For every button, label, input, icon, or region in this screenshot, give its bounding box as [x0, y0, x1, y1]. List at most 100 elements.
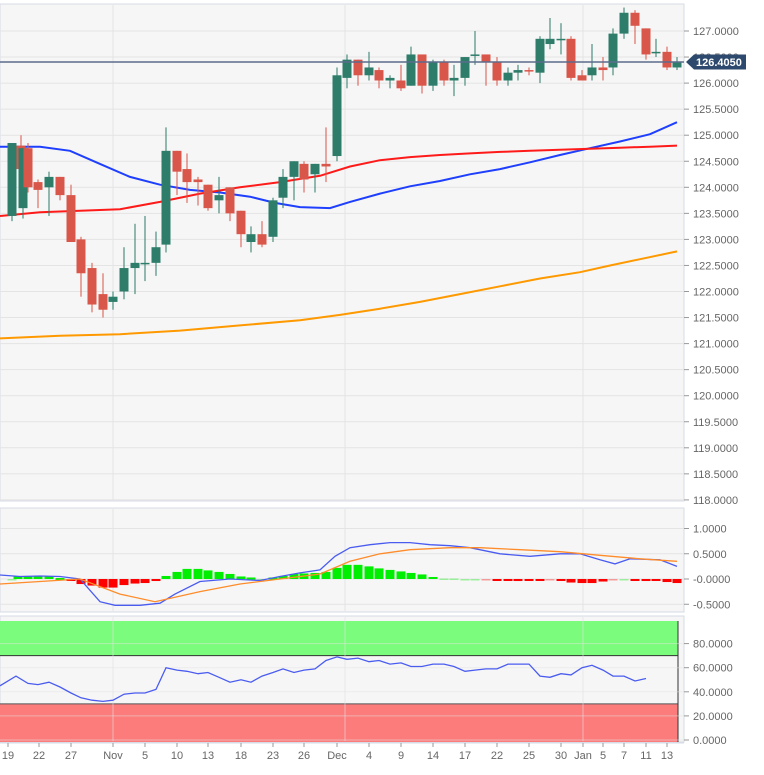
y-tick-label: 125.0000: [693, 130, 739, 142]
macd-bar: [214, 571, 224, 579]
x-tick-label: 13: [202, 750, 214, 762]
macd-histogram: [7, 564, 682, 588]
x-tick-label: 26: [298, 750, 310, 762]
y-tick-label: 122.5000: [693, 260, 739, 272]
candle: [268, 200, 278, 237]
candle: [193, 179, 203, 183]
macd-bar: [310, 572, 320, 579]
ma-line: [0, 121, 678, 210]
y-tick-label: 118.5000: [693, 469, 738, 481]
x-axis: 19 22 27 Nov 5 10 13 18 23 26 Dec 4 9 14 17 22 25 30 Jan 5 7…: [0, 742, 684, 762]
y-tick-label: 123.0000: [693, 234, 739, 246]
y-tick-label: 124.5000: [693, 156, 739, 168]
macd-bar: [55, 577, 65, 580]
x-tick-label: 14: [427, 750, 439, 762]
candle: [33, 182, 43, 190]
macd-bar: [119, 579, 129, 586]
candle: [641, 28, 651, 55]
macd-bar: [439, 578, 449, 580]
macd-lines: [0, 541, 678, 606]
candle: [492, 62, 502, 81]
y-tick-label: 127.0000: [693, 26, 739, 38]
candle: [108, 296, 118, 302]
macd-bar: [364, 566, 374, 579]
macd-tick-label: -0.0000: [693, 574, 730, 586]
x-tick-label: 7: [621, 750, 627, 762]
macd-bar: [470, 579, 480, 581]
candle: [76, 239, 86, 274]
candle: [7, 143, 17, 216]
macd-bar: [662, 579, 672, 583]
macd-bar: [44, 576, 54, 579]
rsi-overbought-zone: [0, 621, 678, 656]
candle: [513, 70, 523, 73]
x-tick-label: Jan: [574, 750, 592, 762]
x-tick-label: 17: [459, 750, 471, 762]
macd-bar: [7, 579, 17, 581]
candle: [662, 51, 672, 68]
rsi-gridlines: [0, 617, 684, 741]
macd-bar: [278, 575, 288, 579]
macd-bar: [524, 579, 534, 581]
candle: [98, 294, 108, 310]
y-tick-label: 120.5000: [693, 365, 739, 377]
macd-bar: [385, 569, 395, 579]
candle: [225, 187, 235, 214]
macd-bar: [535, 579, 545, 581]
candle: [214, 195, 224, 201]
macd-bar: [289, 573, 299, 579]
y-tick-label: 121.0000: [693, 339, 739, 351]
macd-panel[interactable]: 1.0000 0.5000 -0.0000 -0.5000: [0, 507, 730, 613]
macd-tick-label: -0.5000: [693, 599, 730, 611]
candle: [332, 75, 342, 157]
x-tick-label: 30: [555, 750, 567, 762]
y-tick-label: 120.0000: [693, 391, 739, 403]
macd-bar: [503, 579, 513, 581]
candle: [439, 62, 449, 81]
macd-bar: [98, 579, 108, 588]
macd-bar: [161, 575, 171, 579]
macd-bar: [225, 573, 235, 579]
macd-bar: [406, 572, 416, 579]
candle: [417, 54, 427, 86]
rsi-tick-label: 40.0000: [693, 687, 733, 699]
macd-bar: [587, 579, 597, 584]
candle: [503, 72, 513, 81]
y-tick-label: 124.0000: [693, 182, 739, 194]
candle: [481, 54, 491, 63]
candle: [23, 148, 33, 188]
macd-bar: [566, 579, 576, 583]
candle: [289, 161, 299, 177]
x-tick-label: 10: [171, 750, 183, 762]
macd-bar: [13, 575, 23, 579]
y-tick-label: 126.0000: [693, 78, 739, 90]
candle: [428, 62, 438, 86]
y-tick-label: 119.0000: [693, 443, 738, 455]
macd-bar: [108, 579, 118, 588]
candle: [672, 62, 682, 68]
y-tick-label: 123.5000: [693, 208, 739, 220]
macd-bar: [332, 567, 342, 579]
price-panel[interactable]: 127.0000126.5000126.0000125.5000125.0000…: [0, 3, 746, 507]
rsi-line: [0, 656, 647, 703]
candle: [161, 150, 171, 245]
macd-bar: [140, 579, 150, 584]
x-tick-label: 18: [235, 750, 247, 762]
macd-bar: [87, 579, 97, 586]
macd-bar: [577, 579, 587, 584]
x-tick-label: 5: [142, 750, 148, 762]
candle: [55, 176, 65, 196]
macd-bar: [651, 579, 661, 581]
macd-bar: [23, 575, 33, 579]
macd-bar: [130, 579, 140, 584]
macd-bar: [619, 579, 629, 581]
y-tick-label: 125.5000: [693, 104, 739, 116]
macd-bar: [608, 579, 618, 581]
candle: [353, 59, 363, 76]
macd-bar: [449, 578, 459, 580]
macd-bar: [481, 579, 491, 581]
rsi-panel[interactable]: 80.0000 60.0000 40.0000 20.0000 0.0000: [0, 615, 733, 747]
macd-bar: [342, 564, 352, 579]
candle: [524, 70, 534, 72]
